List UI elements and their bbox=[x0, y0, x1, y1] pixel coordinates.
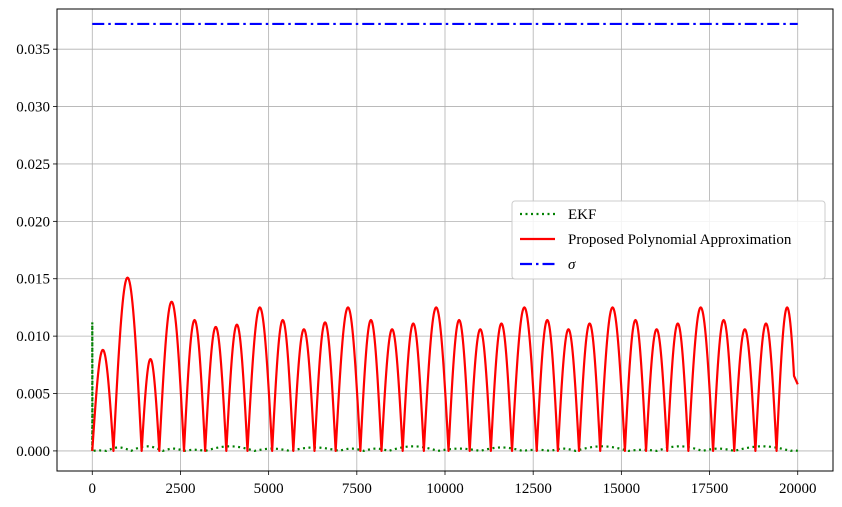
x-tick-label: 12500 bbox=[514, 481, 552, 497]
y-tick-label: 0.025 bbox=[16, 157, 50, 173]
x-tick-label: 0 bbox=[89, 481, 97, 497]
y-tick-label: 0.020 bbox=[16, 214, 50, 230]
axis-ticks: 0 2500 5000 7500 10000 12500 15000 17500 20000 0.… bbox=[16, 42, 816, 497]
legend-box bbox=[511, 200, 826, 280]
series-line-solid bbox=[91, 276, 799, 453]
x-tick-label: 5000 bbox=[254, 481, 284, 497]
legend: EKF Proposed Polynomial Approximation σ bbox=[511, 200, 826, 280]
legend-label: σ bbox=[568, 257, 576, 273]
y-tick-label: 0.005 bbox=[16, 387, 50, 403]
series-line-dotted bbox=[91, 321, 799, 453]
y-tick-label: 0.035 bbox=[16, 42, 50, 58]
y-tick-label: 0.015 bbox=[16, 272, 50, 288]
legend-label: Proposed Polynomial Approximation bbox=[568, 232, 792, 248]
x-tick-label: 2500 bbox=[165, 481, 195, 497]
y-tick-label: 0.010 bbox=[16, 329, 50, 345]
x-tick-label: 20000 bbox=[779, 481, 817, 497]
y-tick-label: 0.000 bbox=[16, 444, 50, 460]
x-tick-label: 7500 bbox=[342, 481, 372, 497]
legend-label: EKF bbox=[568, 207, 596, 223]
x-tick-label: 17500 bbox=[691, 481, 729, 497]
x-tick-label: 10000 bbox=[426, 481, 464, 497]
series-layer bbox=[91, 22, 799, 453]
y-tick-label: 0.030 bbox=[16, 100, 50, 116]
x-tick-label: 15000 bbox=[603, 481, 641, 497]
